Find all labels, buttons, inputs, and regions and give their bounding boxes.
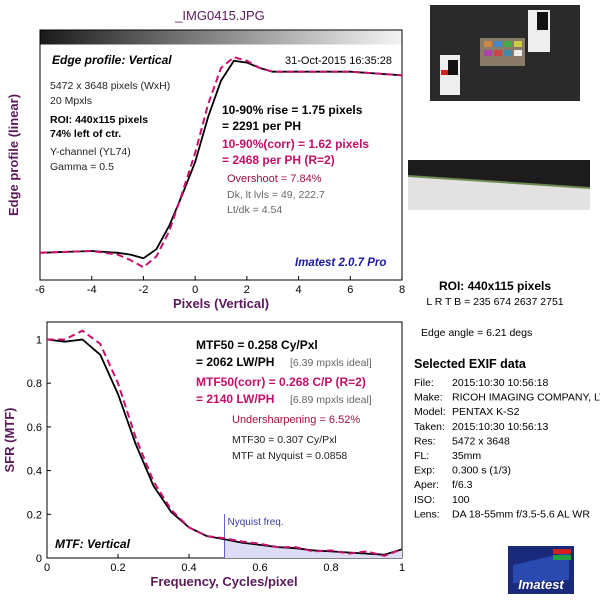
annotation: MTF50(corr) = 0.268 C/P (R=2) <box>196 375 366 389</box>
series-line <box>47 329 403 557</box>
annotation: = 2291 per PH <box>222 119 301 133</box>
charts: -6 -4 -2 0 2 4 6 8 Pixels (Vertical) Edge profile… <box>2 29 405 589</box>
annotation: ROI: 440x115 pixels <box>50 114 148 126</box>
exif-label: File: <box>414 377 434 389</box>
annotation: 5472 x 3648 pixels (WxH) <box>50 80 170 92</box>
y-tick-label: 0 <box>36 553 42 565</box>
nyquist-label: Nyquist freq. <box>228 517 284 528</box>
annotation: MTF30 = 0.307 Cy/Pxl <box>232 434 337 446</box>
annotation: Edge profile: Vertical <box>52 53 172 67</box>
annotation: = 2062 LW/PH <box>196 355 274 369</box>
exif-value: 35mm <box>452 450 481 462</box>
x-axis-label: Frequency, Cycles/pixel <box>150 574 297 589</box>
exif-value: 2015:10:30 10:56:18 <box>452 377 549 389</box>
x-tick-label: 1 <box>399 562 405 574</box>
annotation: 20 Mpxls <box>50 95 92 107</box>
exif-label: Taken: <box>414 421 445 433</box>
gray-scale-bar <box>40 30 402 45</box>
annotation: Y-channel (YL74) <box>50 146 131 158</box>
annotation: 10-90%(corr) = 1.62 pixels <box>222 137 369 151</box>
exif-label: Res: <box>414 435 436 447</box>
logo: Imatest <box>508 546 574 594</box>
annotation: = 2140 LW/PH <box>196 392 274 406</box>
annotation: 31-Oct-2015 16:35:28 <box>285 55 392 67</box>
annotation: Gamma = 0.5 <box>50 161 114 173</box>
exif-value: 0.300 s (1/3) <box>452 465 511 477</box>
exif-value: DA 18-55mm f/3.5-5.6 AL WR <box>452 508 590 520</box>
thumbnail <box>430 5 580 101</box>
y-tick-label: 1 <box>36 334 42 346</box>
annotation: 10-90% rise = 1.75 pixels <box>222 103 363 117</box>
annotation: [6.39 mpxls ideal] <box>290 357 372 369</box>
x-tick-label: -6 <box>35 284 45 296</box>
series-line <box>39 56 403 269</box>
x-tick-label: 4 <box>296 284 302 296</box>
x-tick-label: 0.6 <box>252 562 267 574</box>
y-tick-label: 0.8 <box>27 378 42 390</box>
y-axis-label: SFR (MTF) <box>2 408 17 473</box>
x-tick-label: 0 <box>44 562 50 574</box>
exif-label: Make: <box>414 392 443 404</box>
annotation: MTF at Nyquist = 0.0858 <box>232 450 347 462</box>
exif-label: ISO: <box>414 494 435 506</box>
file-title: _IMG0415.JPG <box>174 8 265 23</box>
x-tick-label: 2 <box>244 284 250 296</box>
edge-crop <box>407 160 591 210</box>
y-axis-label: Edge profile (linear) <box>6 94 21 216</box>
y-tick-label: 0.6 <box>27 422 42 434</box>
x-tick-label: 8 <box>399 284 405 296</box>
y-tick-label: 0.4 <box>27 466 42 478</box>
x-tick-label: 0 <box>192 284 198 296</box>
exif-title: Selected EXIF data <box>414 357 527 371</box>
exif-label: FL: <box>414 450 429 462</box>
exif-value: 100 <box>452 494 470 506</box>
annotation: Lt/dk = 4.54 <box>227 204 282 216</box>
exif-value: PENTAX K-S2 <box>452 406 520 418</box>
annotation: Dk, lt lvls = 49, 222.7 <box>227 189 325 201</box>
exif-label: Lens: <box>414 508 440 520</box>
exif-value: f/6.3 <box>452 479 473 491</box>
x-tick-label: 6 <box>347 284 353 296</box>
x-tick-label: -2 <box>139 284 149 296</box>
x-tick-label: 0.2 <box>110 562 125 574</box>
exif-value: 5472 x 3648 <box>452 435 510 447</box>
exif-value: RICOH IMAGING COMPANY, LTD <box>452 392 600 404</box>
roi-bounds: L R T B = 235 674 2637 2751 <box>426 296 563 308</box>
annotation: [6.89 mpxls ideal] <box>290 394 372 406</box>
annotation: 74% left of ctr. <box>50 128 121 140</box>
roi: ROI: 440x115 pixels <box>439 279 551 293</box>
x-tick-label: 0.4 <box>181 562 196 574</box>
exif-label: Model: <box>414 406 446 418</box>
exif-value: 2015:10:30 10:56:13 <box>452 421 549 433</box>
exif-label: Aper: <box>414 479 439 491</box>
x-axis-label: Pixels (Vertical) <box>173 296 269 311</box>
exif-label: Exp: <box>414 465 435 477</box>
x-tick-label: 0.8 <box>323 562 338 574</box>
annotation: Imatest 2.0.7 Pro <box>295 257 386 269</box>
annotation: MTF: Vertical <box>55 537 131 551</box>
exif-table: File: 2015:10:30 10:56:18 Make: RICOH IMAGI… <box>414 377 600 520</box>
annotation: = 2468 per PH (R=2) <box>222 153 335 167</box>
y-tick-label: 0.2 <box>27 509 42 521</box>
x-tick-label: -4 <box>87 284 97 296</box>
annotation: Undersharpening = 6.52% <box>232 414 360 426</box>
annotation: Overshoot = 7.84% <box>227 173 322 185</box>
edge-angle: Edge angle = 6.21 degs <box>421 327 532 339</box>
logo-text: Imatest <box>518 577 564 592</box>
annotation: MTF50 = 0.258 Cy/Pxl <box>196 338 318 352</box>
